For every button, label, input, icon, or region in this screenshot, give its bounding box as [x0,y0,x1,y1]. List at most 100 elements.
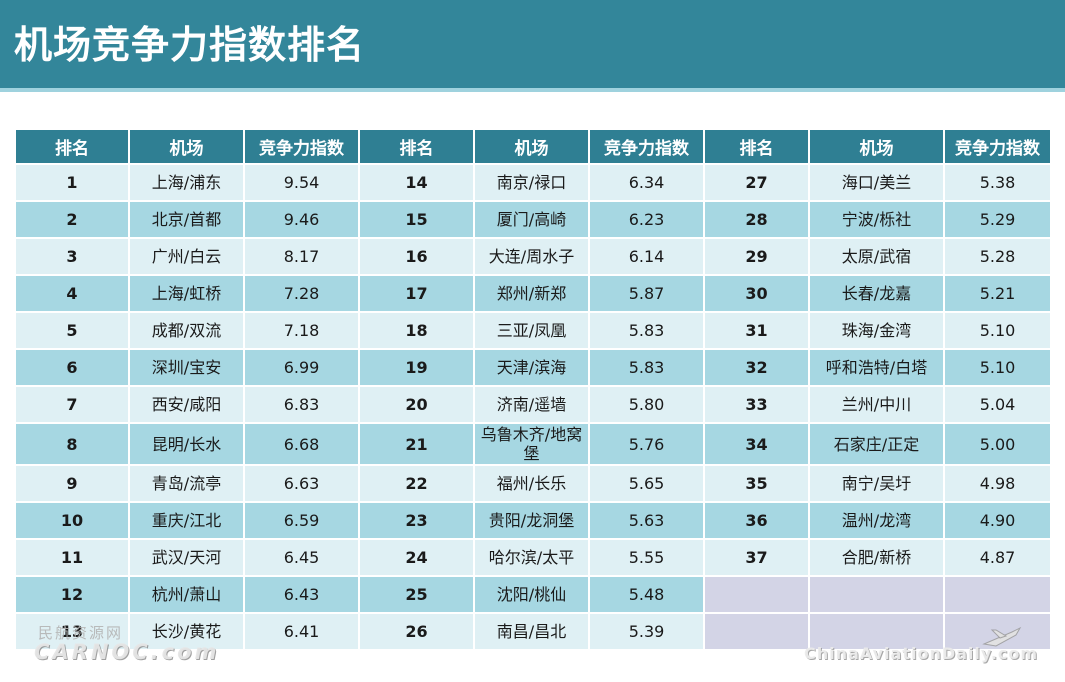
index-cell: 9.46 [245,202,360,239]
airport-cell: 南昌/昌北 [475,614,590,651]
rank-cell: 35 [705,466,810,503]
rank-cell: 37 [705,540,810,577]
header-airport: 机场 [475,130,590,165]
rank-cell: 26 [360,614,475,651]
rank-cell: 3 [16,239,130,276]
rank-cell: 12 [16,577,130,614]
header-index: 竞争力指数 [245,130,360,165]
header-rank: 排名 [16,130,130,165]
index-cell: 6.23 [590,202,705,239]
table-row: 1 上海/浦东 9.54 14 南京/禄口 6.34 27 海口/美兰 5.38 [16,165,1050,202]
airport-cell: 上海/虹桥 [130,276,245,313]
index-cell: 7.18 [245,313,360,350]
index-cell: 6.45 [245,540,360,577]
table-row: 11 武汉/天河 6.45 24 哈尔滨/太平 5.55 37 合肥/新桥 4.… [16,540,1050,577]
airport-cell: 合肥/新桥 [810,540,945,577]
airport-cell: 兰州/中川 [810,387,945,424]
rank-cell: 5 [16,313,130,350]
index-cell: 9.54 [245,165,360,202]
rank-cell: 24 [360,540,475,577]
airport-cell: 青岛/流亭 [130,466,245,503]
empty-cell [945,614,1050,651]
index-cell: 8.17 [245,239,360,276]
rank-cell: 11 [16,540,130,577]
index-cell: 6.34 [590,165,705,202]
airport-cell: 郑州/新郑 [475,276,590,313]
table-row: 7 西安/咸阳 6.83 20 济南/遥墙 5.80 33 兰州/中川 5.04 [16,387,1050,424]
index-cell: 5.04 [945,387,1050,424]
airport-cell: 长春/龙嘉 [810,276,945,313]
header-rank: 排名 [360,130,475,165]
airport-cell: 武汉/天河 [130,540,245,577]
index-cell: 6.14 [590,239,705,276]
header-airport: 机场 [810,130,945,165]
index-cell: 4.90 [945,503,1050,540]
rank-cell: 20 [360,387,475,424]
airport-cell: 呼和浩特/白塔 [810,350,945,387]
table-row: 4 上海/虹桥 7.28 17 郑州/新郑 5.87 30 长春/龙嘉 5.21 [16,276,1050,313]
rank-cell: 21 [360,424,475,466]
table-row: 8 昆明/长水 6.68 21 乌鲁木齐/地窝堡 5.76 34 石家庄/正定 … [16,424,1050,466]
index-cell: 5.83 [590,313,705,350]
table-row: 13 长沙/黄花 6.41 26 南昌/昌北 5.39 [16,614,1050,651]
rank-cell: 19 [360,350,475,387]
airport-cell: 重庆/江北 [130,503,245,540]
index-cell: 5.21 [945,276,1050,313]
rank-cell: 9 [16,466,130,503]
airport-cell: 昆明/长水 [130,424,245,466]
rank-cell: 16 [360,239,475,276]
table-row: 12 杭州/萧山 6.43 25 沈阳/桃仙 5.48 [16,577,1050,614]
airport-cell: 珠海/金湾 [810,313,945,350]
rank-cell: 30 [705,276,810,313]
airport-cell: 哈尔滨/太平 [475,540,590,577]
rank-cell: 7 [16,387,130,424]
empty-cell [810,614,945,651]
index-cell: 5.39 [590,614,705,651]
airport-cell: 上海/浦东 [130,165,245,202]
index-cell: 5.65 [590,466,705,503]
airport-cell: 温州/龙湾 [810,503,945,540]
empty-cell [705,577,810,614]
rank-cell: 33 [705,387,810,424]
index-cell: 4.98 [945,466,1050,503]
index-cell: 6.68 [245,424,360,466]
table-row: 9 青岛/流亭 6.63 22 福州/长乐 5.65 35 南宁/吴圩 4.98 [16,466,1050,503]
index-cell: 4.87 [945,540,1050,577]
index-cell: 5.76 [590,424,705,466]
index-cell: 5.87 [590,276,705,313]
index-cell: 5.48 [590,577,705,614]
airport-cell: 南京/禄口 [475,165,590,202]
airport-cell: 沈阳/桃仙 [475,577,590,614]
rank-cell: 8 [16,424,130,466]
empty-cell [810,577,945,614]
rank-cell: 32 [705,350,810,387]
airport-cell: 深圳/宝安 [130,350,245,387]
table-row: 10 重庆/江北 6.59 23 贵阳/龙洞堡 5.63 36 温州/龙湾 4.… [16,503,1050,540]
airport-cell: 大连/周水子 [475,239,590,276]
index-cell: 6.83 [245,387,360,424]
empty-cell [705,614,810,651]
index-cell: 5.28 [945,239,1050,276]
rank-cell: 17 [360,276,475,313]
airport-cell: 长沙/黄花 [130,614,245,651]
rank-cell: 14 [360,165,475,202]
rank-cell: 23 [360,503,475,540]
header-rank: 排名 [705,130,810,165]
table-row: 3 广州/白云 8.17 16 大连/周水子 6.14 29 太原/武宿 5.2… [16,239,1050,276]
index-cell: 6.99 [245,350,360,387]
airport-cell: 厦门/高崎 [475,202,590,239]
table-row: 2 北京/首都 9.46 15 厦门/高崎 6.23 28 宁波/栎社 5.29 [16,202,1050,239]
rank-cell: 10 [16,503,130,540]
airport-cell: 南宁/吴圩 [810,466,945,503]
index-cell: 5.55 [590,540,705,577]
index-cell: 6.63 [245,466,360,503]
rank-cell: 29 [705,239,810,276]
rank-cell: 2 [16,202,130,239]
airport-cell: 福州/长乐 [475,466,590,503]
airport-cell: 宁波/栎社 [810,202,945,239]
index-cell: 5.10 [945,350,1050,387]
table-row: 5 成都/双流 7.18 18 三亚/凤凰 5.83 31 珠海/金湾 5.10 [16,313,1050,350]
header-index: 竞争力指数 [590,130,705,165]
index-cell: 5.83 [590,350,705,387]
index-cell: 5.38 [945,165,1050,202]
